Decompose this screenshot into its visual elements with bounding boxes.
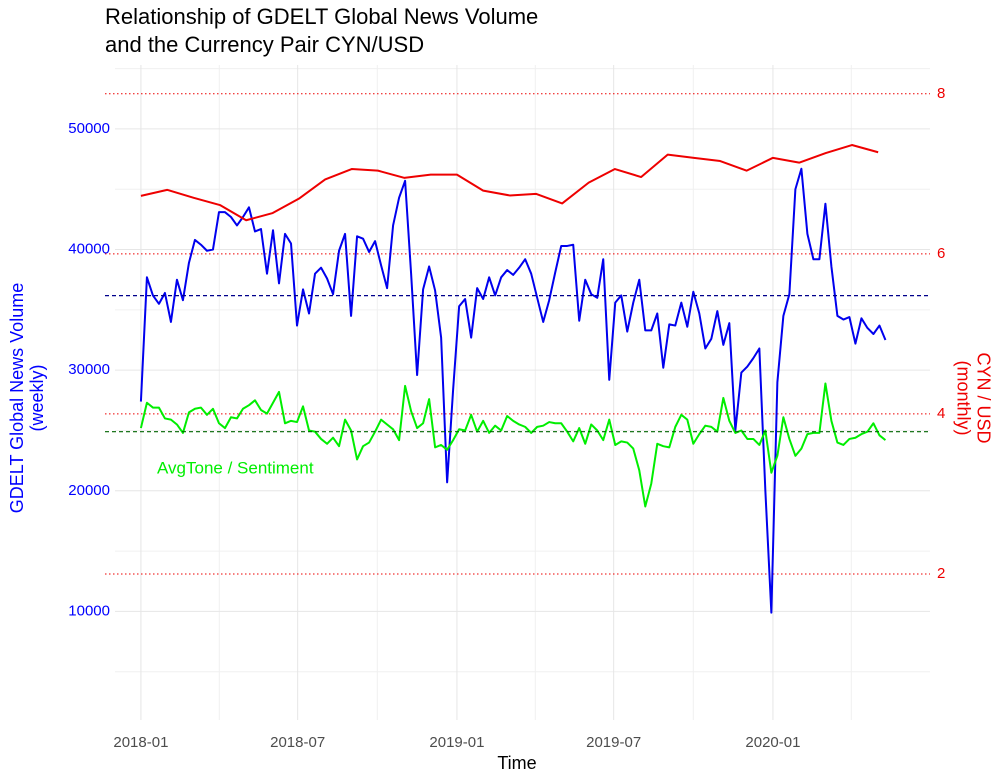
x-tick-label: 2018-01	[113, 734, 168, 751]
y-tick-label: 50000	[68, 120, 110, 137]
series-annotation: AvgTone / Sentiment	[157, 458, 314, 477]
y2-tick-label: 6	[937, 245, 945, 262]
series-line	[139, 382, 887, 508]
y2-axis-label: CYN / USD (monthly)	[953, 352, 993, 443]
x-tick-label: 2019-07	[586, 734, 641, 751]
series-line	[140, 144, 879, 222]
y-axis-label: GDELT Global News Volume (weekly)	[7, 283, 47, 513]
x-axis-label: Time	[497, 753, 536, 773]
x-tick-label: 2019-01	[429, 734, 484, 751]
x-tick-label: 2018-07	[270, 734, 325, 751]
series-line	[139, 167, 887, 614]
y-tick-label: 10000	[68, 602, 110, 619]
y2-axis-label-line: (monthly)	[953, 360, 973, 435]
chart-title: and the Currency Pair CYN/USD	[105, 32, 424, 57]
y2-tick-label: 2	[937, 565, 945, 582]
chart-title: Relationship of GDELT Global News Volume	[105, 4, 538, 29]
y-axis-label-line: GDELT Global News Volume	[7, 283, 27, 513]
y-tick-label: 30000	[68, 361, 110, 378]
y2-tick-label: 8	[937, 85, 945, 102]
y-tick-label: 20000	[68, 482, 110, 499]
y2-tick-label: 4	[937, 405, 945, 422]
y-axis-label-line: (weekly)	[27, 364, 47, 431]
x-tick-label: 2020-01	[745, 734, 800, 751]
y2-axis-label-line: CYN / USD	[973, 352, 993, 443]
y-tick-label: 40000	[68, 241, 110, 258]
